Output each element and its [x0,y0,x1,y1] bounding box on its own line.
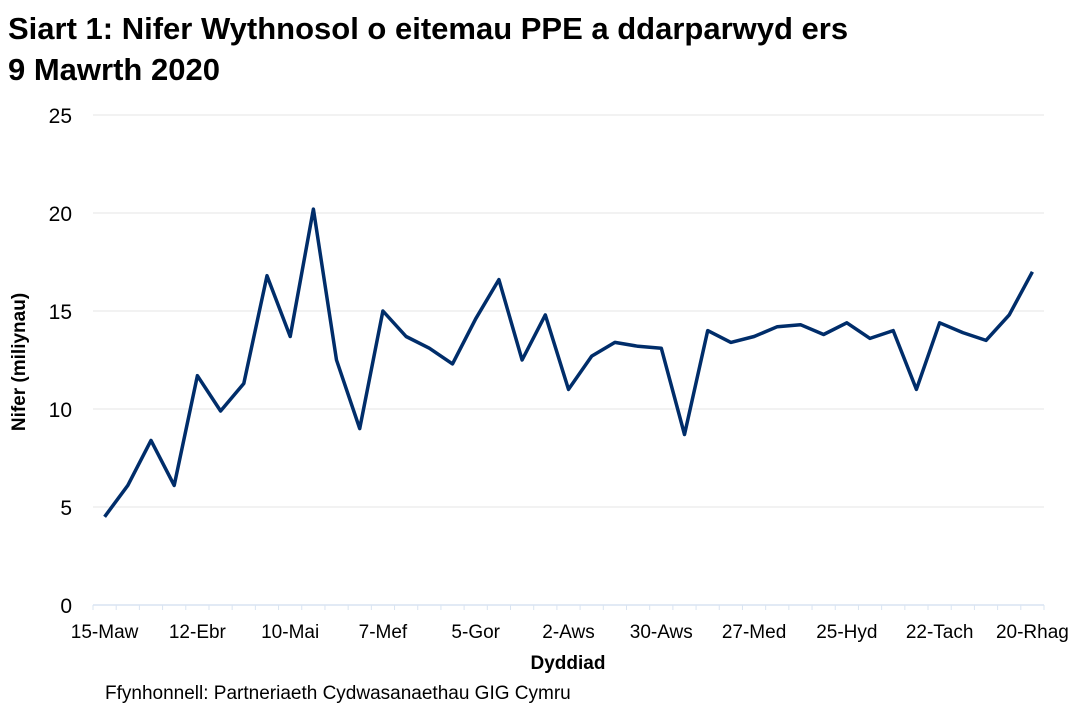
x-tick-label: 25-Hyd [816,622,877,643]
chart-title: Siart 1: Nifer Wythnosol o eitemau PPE a… [8,8,848,90]
x-tick-label: 12-Ebr [169,622,227,643]
y-tick-label: 10 [49,399,72,422]
x-tick-label: 20-Rhag [996,622,1069,643]
y-tick-label: 25 [49,105,72,128]
x-tick-label: 5-Gor [451,622,500,643]
x-tick-label: 7-Mef [359,622,408,643]
y-axis-label: Nifer (miliynau) [9,293,30,431]
x-tick-label: 10-Mai [261,622,319,643]
series-layer [103,207,1034,518]
chart-title-line-2: 9 Mawrth 2020 [8,52,220,87]
y-tick-label: 5 [60,497,72,520]
y-tick-label: 0 [60,595,72,618]
x-tick-label: 22-Tach [906,622,974,643]
y-tick-label: 15 [49,301,72,324]
x-tick-label: 15-Maw [71,622,139,643]
x-tick-label: 2-Aws [542,622,594,643]
x-axis: 15-Maw 12-Ebr 10-Mai 7-Mef 5-Gor 2-Aws 30-Aws 2… [71,604,1069,643]
x-tick-label: 27-Med [722,622,786,643]
gridlines [93,114,1044,508]
chart-title-line-1: Siart 1: Nifer Wythnosol o eitemau PPE a… [8,11,849,46]
y-tick-label: 20 [49,203,72,226]
x-tick-label: 30-Aws [630,622,693,643]
series-line [103,207,1034,518]
x-axis-label: Dyddiad [531,653,606,674]
source-note: Ffynhonnell: Partneriaeth Cydwasanaethau… [105,683,571,704]
y-axis-ticks: 0 5 10 15 20 25 [49,105,72,618]
